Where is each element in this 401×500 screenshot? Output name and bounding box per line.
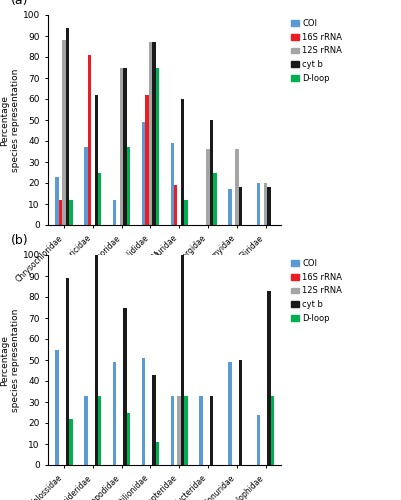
Bar	[170, 396, 174, 465]
Bar	[62, 40, 66, 225]
Bar	[209, 120, 213, 225]
Bar	[180, 255, 184, 465]
Legend: COI, 16S rRNA, 12S rRNA, cyt b, D-loop: COI, 16S rRNA, 12S rRNA, cyt b, D-loop	[290, 19, 342, 82]
Bar	[94, 255, 98, 465]
Bar	[126, 412, 130, 465]
Bar	[152, 42, 155, 225]
Bar	[66, 278, 69, 465]
Bar	[113, 362, 116, 465]
Bar	[235, 150, 238, 225]
Bar	[59, 200, 62, 225]
Bar	[148, 42, 152, 225]
Bar	[256, 414, 260, 465]
Bar	[123, 68, 126, 225]
Bar	[184, 200, 187, 225]
Bar	[84, 148, 87, 225]
Bar	[94, 95, 98, 225]
Bar	[155, 68, 159, 225]
Bar	[98, 396, 101, 465]
Bar	[267, 290, 270, 465]
Bar	[256, 183, 260, 225]
Bar	[55, 350, 59, 465]
Y-axis label: Percentage
species representation: Percentage species representation	[0, 68, 20, 172]
Y-axis label: Percentage
species representation: Percentage species representation	[0, 308, 20, 412]
Bar	[238, 187, 241, 225]
Bar	[170, 143, 174, 225]
Bar	[69, 200, 73, 225]
Bar	[155, 442, 159, 465]
Bar	[84, 396, 87, 465]
Bar	[113, 200, 116, 225]
Bar	[126, 148, 130, 225]
Bar	[66, 28, 69, 225]
Bar	[270, 396, 273, 465]
Bar	[263, 183, 267, 225]
Legend: COI, 16S rRNA, 12S rRNA, cyt b, D-loop: COI, 16S rRNA, 12S rRNA, cyt b, D-loop	[290, 259, 342, 322]
Bar	[238, 360, 241, 465]
Bar	[142, 358, 145, 465]
Bar	[209, 396, 213, 465]
Bar	[69, 419, 73, 465]
Bar	[206, 150, 209, 225]
Text: (a): (a)	[11, 0, 28, 6]
X-axis label: Mitochondrial
DNA region: Mitochondrial DNA region	[131, 288, 198, 310]
Bar	[228, 362, 231, 465]
Bar	[174, 185, 177, 225]
Text: (b): (b)	[11, 234, 28, 246]
Bar	[177, 396, 180, 465]
Bar	[180, 99, 184, 225]
Bar	[123, 308, 126, 465]
Bar	[87, 55, 91, 225]
Bar	[55, 176, 59, 225]
Bar	[184, 396, 187, 465]
Bar	[199, 396, 203, 465]
Bar	[145, 95, 148, 225]
Bar	[142, 122, 145, 225]
Bar	[228, 190, 231, 225]
Bar	[119, 68, 123, 225]
Bar	[267, 187, 270, 225]
Bar	[152, 374, 155, 465]
Bar	[98, 172, 101, 225]
Bar	[213, 172, 216, 225]
